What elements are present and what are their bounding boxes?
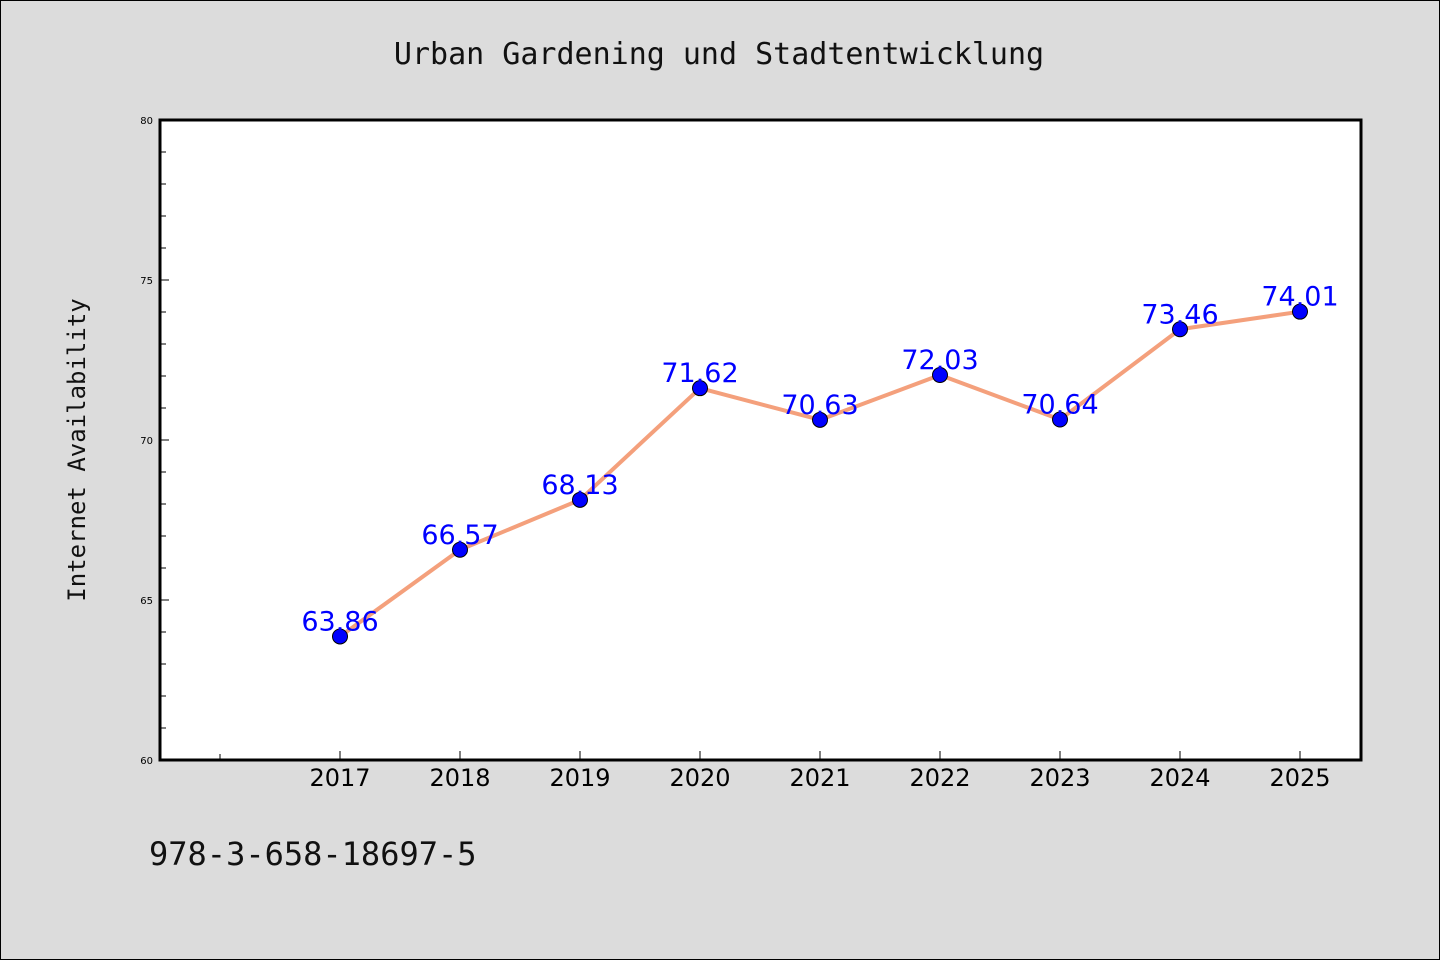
data-label: 73.46 (1141, 299, 1218, 330)
x-tick-label: 2020 (669, 764, 730, 792)
x-tick-label: 2022 (909, 764, 970, 792)
series-layer (332, 303, 1308, 645)
data-point (452, 541, 468, 558)
data-label: 72.03 (901, 345, 978, 376)
y-tick-label: 65 (140, 596, 153, 607)
plot-frame (158, 118, 1363, 762)
data-point (1052, 411, 1068, 428)
data-label: 66.57 (421, 520, 498, 551)
y-tick-label: 60 (140, 756, 153, 767)
data-label: 74.01 (1261, 282, 1338, 313)
data-point (932, 367, 948, 384)
chart-title: Urban Gardening und Stadtentwicklung (394, 37, 1044, 72)
y-tick-label: 70 (140, 436, 153, 447)
x-tick-label: 2025 (1269, 764, 1330, 792)
footer-isbn: 978-3-658-18697-5 (149, 835, 477, 873)
data-point (812, 411, 828, 428)
data-label-layer: 63.86 66.57 68.13 71.62 70.63 72.03 70.64 73.46… (301, 282, 1338, 638)
x-tick-label: 2023 (1029, 764, 1090, 792)
y-tick-label: 75 (140, 276, 153, 287)
x-tick-label: 2017 (309, 764, 370, 792)
x-tick-label: 2021 (789, 764, 850, 792)
data-point (692, 380, 708, 397)
data-label: 70.63 (781, 390, 858, 421)
data-point (1172, 321, 1188, 338)
plot-area (160, 120, 1361, 760)
x-tick-label: 2018 (429, 764, 490, 792)
data-label: 68.13 (541, 470, 618, 501)
data-point (1292, 303, 1308, 320)
x-axis: 2017 2018 2019 2020 2021 2022 2023 2024 2025 (219, 751, 1331, 792)
data-label: 70.64 (1021, 390, 1098, 421)
data-label: 63.86 (301, 606, 378, 637)
y-axis-label: Internet Availability (63, 298, 91, 601)
data-point (572, 491, 588, 508)
x-tick-label: 2024 (1149, 764, 1210, 792)
data-label: 71.62 (661, 358, 738, 389)
data-point (332, 628, 348, 645)
x-tick-label: 2019 (549, 764, 610, 792)
y-tick-label: 80 (140, 116, 153, 127)
